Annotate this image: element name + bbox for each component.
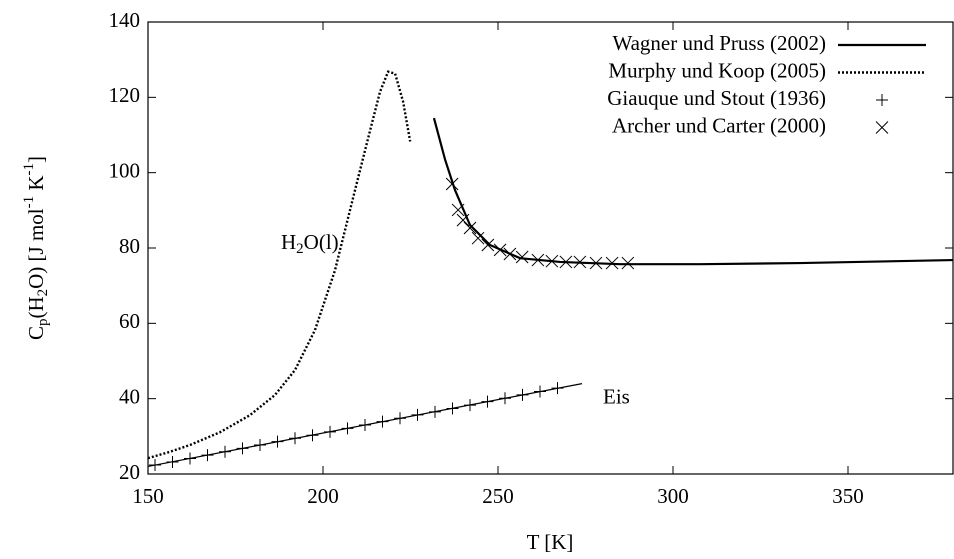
- plus-marker: [499, 392, 511, 405]
- x-tick-label: 250: [482, 484, 514, 508]
- text-part: (H: [24, 296, 48, 318]
- text-part: 2: [35, 289, 51, 297]
- cross-marker: [503, 247, 517, 261]
- x-tick-label: 350: [832, 484, 864, 508]
- y-tick-label: 140: [109, 8, 141, 32]
- plus-marker: [446, 402, 459, 415]
- annotation: H2O(l): [281, 230, 339, 258]
- plus-marker: [254, 438, 266, 451]
- annotation: Eis: [603, 384, 630, 408]
- cross-marker: [451, 203, 465, 217]
- x-tick-label: 200: [307, 484, 339, 508]
- series-line: [147, 70, 412, 460]
- plus-marker: [236, 442, 249, 455]
- cross-marker: [456, 213, 470, 227]
- cross-marker: [559, 255, 573, 269]
- cross-marker: [573, 255, 587, 269]
- text-part: K: [24, 175, 48, 195]
- plus-marker: [184, 452, 196, 465]
- cross-marker: [621, 256, 635, 270]
- plus-marker: [219, 445, 231, 458]
- cross-marker: [481, 238, 495, 252]
- text-part: C: [24, 326, 48, 340]
- plus-marker: [551, 382, 564, 395]
- plus-marker: [394, 412, 406, 425]
- y-tick-label: 80: [119, 234, 140, 258]
- cross-marker: [605, 256, 619, 270]
- plus-marker: [149, 458, 161, 471]
- plus-marker: [306, 429, 319, 442]
- x-tick-label: 300: [657, 484, 689, 508]
- y-tick-label: 60: [119, 309, 140, 333]
- x-axis-label: T [K]: [527, 530, 574, 554]
- cross-marker: [515, 250, 529, 264]
- plus-marker: [481, 395, 494, 408]
- legend-label: Wagner und Pruss (2002): [612, 31, 826, 55]
- plus-marker: [359, 419, 371, 432]
- text-part: O(l): [304, 230, 339, 254]
- plus-marker: [324, 425, 336, 438]
- plus-marker: [376, 415, 389, 428]
- text-part: p: [35, 319, 51, 327]
- series-line: [432, 117, 954, 266]
- legend-swatch: [875, 121, 889, 134]
- text-part: 2: [296, 242, 304, 258]
- x-tick-label: 150: [132, 484, 164, 508]
- cross-marker: [471, 231, 485, 245]
- text-part: ]: [24, 156, 48, 163]
- plus-marker: [289, 432, 301, 445]
- y-tick-label: 120: [109, 83, 141, 107]
- cross-marker: [493, 243, 507, 257]
- plus-marker: [516, 388, 529, 401]
- plus-marker: [201, 449, 214, 462]
- plus-marker: [411, 408, 424, 421]
- plus-marker: [464, 399, 476, 412]
- cross-marker: [531, 253, 545, 267]
- plus-marker: [429, 405, 441, 418]
- legend-label: Archer und Carter (2000): [612, 113, 826, 137]
- cross-marker: [445, 177, 459, 191]
- text-part: -1: [21, 196, 37, 209]
- y-tick-label: 100: [109, 158, 141, 182]
- plus-marker: [271, 435, 284, 448]
- legend-label: Giauque und Stout (1936): [607, 86, 826, 110]
- y-tick-label: 40: [119, 384, 140, 408]
- plus-marker: [166, 455, 179, 468]
- text-part: Eis: [603, 384, 630, 408]
- cross-marker: [545, 254, 559, 268]
- plus-marker: [341, 422, 354, 435]
- cross-marker: [589, 256, 603, 270]
- y-axis-label: Cp(H2O) [J mol-1 K-1]: [21, 156, 51, 340]
- plus-marker: [534, 385, 546, 398]
- plot-frame: [147, 21, 954, 475]
- text-part: O) [J mol: [24, 208, 48, 289]
- legend-swatch: [876, 94, 888, 106]
- y-tick-label: 20: [119, 460, 140, 484]
- text-part: H: [281, 230, 296, 254]
- text-part: -1: [21, 163, 37, 176]
- legend-label: Murphy und Koop (2005): [608, 58, 826, 82]
- cross-marker: [463, 221, 477, 235]
